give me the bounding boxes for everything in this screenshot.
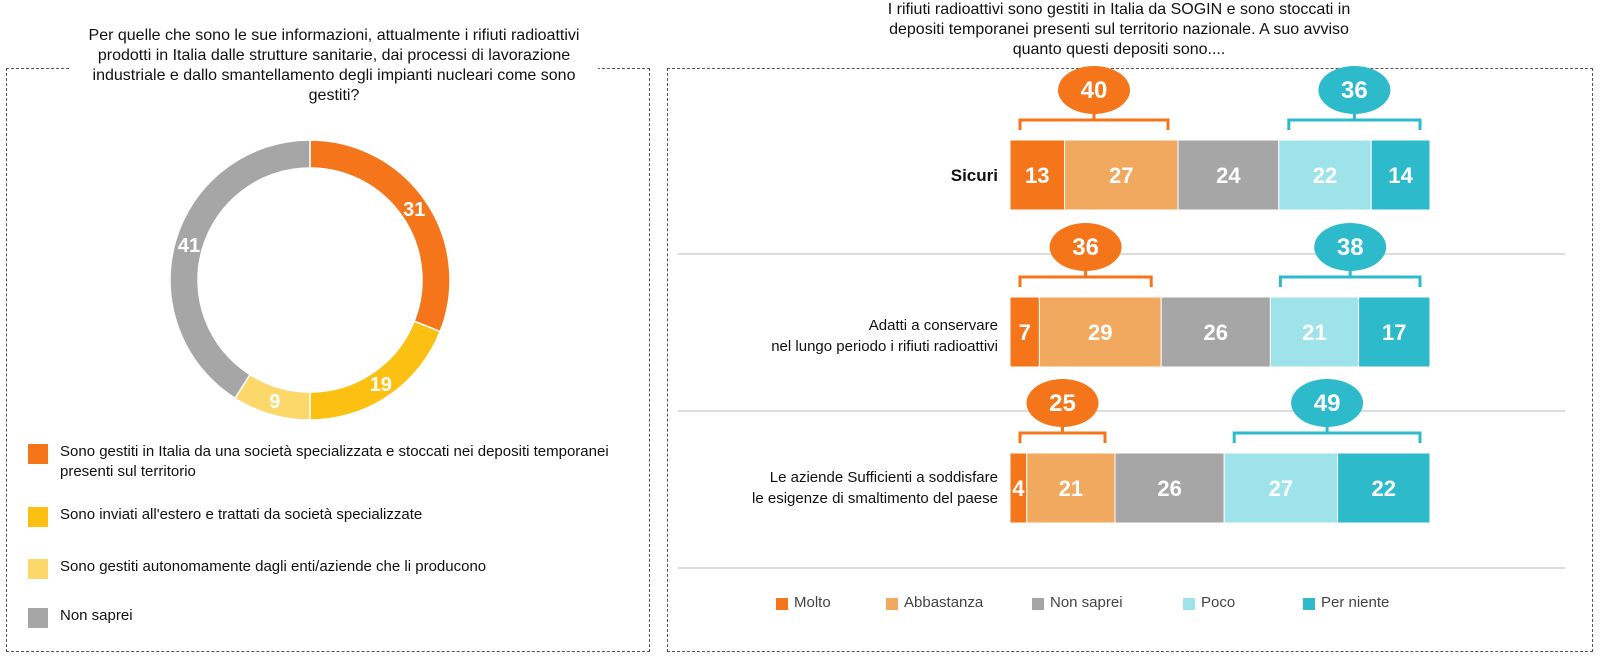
negative-bracket xyxy=(1287,118,1422,130)
legend-swatch xyxy=(776,598,788,610)
bar-category-line: Le aziende Sufficienti a soddisfare xyxy=(769,469,998,486)
negative-bracket xyxy=(1278,275,1422,287)
bar-category-line: le esigenze di smaltimento del paese xyxy=(752,490,998,507)
bar-value-label: 17 xyxy=(1382,320,1406,345)
negative-total-bubble xyxy=(1314,223,1387,271)
bar-value-label: 21 xyxy=(1059,476,1083,501)
bar-value-label: 29 xyxy=(1088,320,1112,345)
positive-total-label: 40 xyxy=(1081,77,1108,104)
positive-total-label: 25 xyxy=(1049,390,1076,417)
bar-value-label: 22 xyxy=(1313,163,1337,188)
bar-value-label: 26 xyxy=(1204,320,1228,345)
legend-swatch xyxy=(1032,598,1044,610)
legend-swatch xyxy=(28,444,48,464)
bar-category-label: Adatti a conservare nel lungo periodo i r… xyxy=(660,315,998,357)
bar-value-label: 21 xyxy=(1302,320,1326,345)
negative-total-bubble xyxy=(1318,66,1391,114)
donut-slice-label: 41 xyxy=(178,235,200,257)
bar-value-label: 27 xyxy=(1269,476,1293,501)
bar-segment xyxy=(1177,139,1280,211)
negative-total-bubble xyxy=(1291,379,1364,427)
bar-category-line: Sicuri xyxy=(950,166,998,185)
legend-swatch xyxy=(1183,598,1195,610)
legend-label: Non saprei xyxy=(60,607,133,624)
negative-total-label: 38 xyxy=(1337,234,1364,261)
right-panel xyxy=(667,68,1593,652)
right-question-title: I rifiuti radioattivi sono gestiti in It… xyxy=(880,0,1358,60)
bar-value-label: 26 xyxy=(1157,476,1181,501)
legend-swatch xyxy=(28,559,48,579)
bar-segment xyxy=(1223,452,1339,524)
legend-label: Molto xyxy=(794,594,831,611)
legend-label: Per niente xyxy=(1321,594,1390,611)
left-question-title: Per quelle che sono le sue informazioni,… xyxy=(70,26,598,106)
bar-category-line: Adatti a conservare xyxy=(868,317,998,334)
positive-bracket xyxy=(1018,275,1153,287)
donut-slice-label: 31 xyxy=(403,199,425,221)
bar-segment xyxy=(1009,296,1040,368)
bar-value-label: 22 xyxy=(1372,476,1396,501)
bar-value-label: 27 xyxy=(1109,163,1133,188)
legend-swatch xyxy=(886,598,898,610)
positive-total-bubble xyxy=(1049,223,1122,271)
positive-total-label: 36 xyxy=(1072,234,1099,261)
legend-label: Non saprei xyxy=(1050,594,1123,611)
bar-value-label: 14 xyxy=(1388,163,1413,188)
bar-segment xyxy=(1370,139,1431,211)
positive-total-bubble xyxy=(1026,379,1099,427)
bar-category-label: Sicuri xyxy=(660,165,998,186)
donut-chart: 31 19 9 41 xyxy=(169,139,451,421)
bar-segment xyxy=(1269,296,1360,368)
bar-segment xyxy=(1278,139,1372,211)
bar-segment xyxy=(1358,296,1431,368)
negative-total-label: 36 xyxy=(1341,77,1368,104)
bar-segment xyxy=(1009,139,1066,211)
bar-category-label: Le aziende Sufficienti a soddisfare le es… xyxy=(660,467,998,509)
legend-label: Sono inviati all'estero e trattati da so… xyxy=(60,506,423,523)
legend-swatch xyxy=(1303,598,1315,610)
legend-swatch xyxy=(28,507,48,527)
bar-category-line: nel lungo periodo i rifiuti radioattivi xyxy=(771,338,998,355)
donut-slice-label: 19 xyxy=(370,374,392,396)
bar-segment xyxy=(1064,139,1179,211)
positive-bracket xyxy=(1018,118,1170,130)
legend-label: Sono gestiti in Italia da una società sp… xyxy=(60,443,609,480)
bar-value-label: 24 xyxy=(1216,163,1241,188)
bar-segment xyxy=(1038,296,1162,368)
donut-slice xyxy=(169,139,311,400)
legend-swatch xyxy=(28,608,48,628)
legend-label: Abbastanza xyxy=(904,594,984,611)
legend-label: Poco xyxy=(1201,594,1236,611)
bar-value-label: 4 xyxy=(1012,476,1025,501)
negative-bracket xyxy=(1232,431,1422,443)
bar-segment xyxy=(1160,296,1271,368)
bar-segment xyxy=(1337,452,1431,524)
bar-value-label: 13 xyxy=(1025,163,1049,188)
bar-value-label: 7 xyxy=(1019,320,1031,345)
bar-segment xyxy=(1026,452,1116,524)
negative-total-label: 49 xyxy=(1314,390,1341,417)
positive-bracket xyxy=(1018,431,1107,443)
positive-total-bubble xyxy=(1058,66,1130,114)
donut-slice-label: 9 xyxy=(269,391,280,413)
legend-label: Sono gestiti autonomamente dagli enti/az… xyxy=(60,558,487,575)
